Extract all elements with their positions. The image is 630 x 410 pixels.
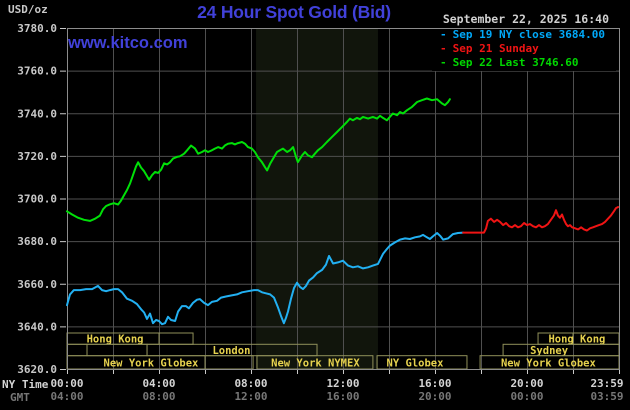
y-tick-label: 3620.0: [17, 363, 57, 376]
legend-row-sep22: - Sep 22 Last 3746.60: [440, 56, 578, 69]
session-label: NY Globex: [387, 357, 445, 369]
session-label: Sydney: [530, 345, 569, 357]
x-tick-label-gmt: 20:00: [418, 390, 451, 403]
session-label: London: [212, 345, 250, 357]
page-title: 24 Hour Spot Gold (Bid): [197, 2, 391, 22]
session-label: Hong Kong: [87, 334, 144, 346]
sep22-line: [66, 97, 451, 222]
x-axis-gmt-label: GMT: [10, 391, 30, 404]
x-tick-label-gmt: 00:00: [510, 390, 543, 403]
chart-datetime: September 22, 2025 16:40: [442, 12, 609, 26]
x-tick-label-ny-time: 16:00: [418, 377, 451, 390]
kitco-home-link[interactable]: www.kitco.com: [68, 34, 188, 52]
sep21-line: [462, 206, 620, 234]
y-tick-label: 3640.0: [17, 320, 57, 333]
y-tick-label: 3720.0: [17, 150, 57, 163]
legend-label-sep21: Sep 21 Sunday: [452, 42, 539, 55]
gridlines: [67, 28, 619, 369]
x-tick-label-ny-time: 08:00: [234, 377, 267, 390]
y-axis: 3780.0 3760.0 3740.0 3720.0 3700.0 3680.0 3660…: [17, 22, 66, 376]
session-label: Hong Kong: [548, 334, 605, 346]
session-box: [86, 343, 148, 357]
legend-marker-sep22: -: [440, 56, 447, 69]
sep19-line: [66, 231, 465, 326]
legend-backdrop: [432, 29, 616, 71]
x-tick-label-ny-time: 00:00: [50, 377, 83, 390]
x-tick-label-ny-time: 20:00: [510, 377, 543, 390]
x-tick-label-gmt: 16:00: [326, 390, 359, 403]
x-tick-label-gmt: 08:00: [142, 390, 175, 403]
legend-row-sep19: - Sep 19 NY close 3684.00: [440, 28, 605, 41]
y-axis-unit-label: USD/oz: [8, 3, 48, 16]
x-tick-label-gmt: 12:00: [234, 390, 267, 403]
session-box: [66, 343, 88, 357]
x-tick-label-ny-time: 23:59: [590, 377, 623, 390]
legend-label-sep22: Sep 22 Last 3746.60: [452, 56, 579, 69]
x-tick-label-gmt: 03:59: [590, 390, 623, 403]
y-tick-label: 3740.0: [17, 107, 57, 120]
y-tick-label: 3680.0: [17, 235, 57, 248]
y-tick-label: 3780.0: [17, 22, 57, 35]
x-axis: 00:0004:0004:0008:0008:0012:0012:0016:00…: [50, 370, 624, 403]
y-tick-label: 3700.0: [17, 193, 57, 206]
y-tick-label: 3660.0: [17, 278, 57, 291]
session-label: New York Globex: [104, 357, 200, 369]
x-tick-label-gmt: 04:00: [50, 390, 83, 403]
legend-marker-sep19: -: [440, 28, 447, 41]
legend-row-sep21: - Sep 21 Sunday: [440, 42, 539, 55]
x-axis-ny-time-label: NY Time: [2, 378, 49, 391]
session-label: New York Globex: [501, 357, 597, 369]
x-tick-label-ny-time: 12:00: [326, 377, 359, 390]
legend-marker-sep21: -: [440, 42, 447, 55]
session-label: New York NYMEX: [271, 357, 360, 369]
plot-border: [67, 28, 620, 370]
y-tick-label: 3760.0: [17, 65, 57, 78]
legend-label-sep19: Sep 19 NY close 3684.00: [452, 28, 605, 41]
x-tick-label-ny-time: 04:00: [142, 377, 175, 390]
